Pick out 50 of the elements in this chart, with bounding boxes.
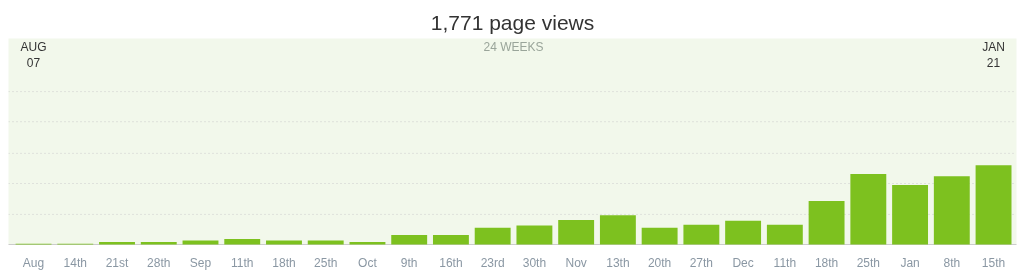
x-tick-label: Oct xyxy=(358,255,378,270)
bar xyxy=(307,240,344,245)
bar xyxy=(266,240,302,245)
bar xyxy=(850,173,887,245)
bar xyxy=(683,224,720,245)
x-tick-label: 21st xyxy=(105,255,130,270)
bar xyxy=(99,242,135,245)
x-tick-label: 8th xyxy=(943,255,961,270)
bar xyxy=(975,165,1012,245)
bar xyxy=(140,242,177,245)
x-tick-label: 27th xyxy=(689,255,714,270)
x-tick-label: Nov xyxy=(565,255,587,270)
x-tick-label: 11th xyxy=(773,255,797,270)
x-tick-label: 25th xyxy=(314,255,338,270)
x-tick-label: 14th xyxy=(63,255,87,270)
x-tick-label: Sep xyxy=(189,255,212,270)
x-tick-label: 18th xyxy=(814,255,839,270)
chart-title: 1,771 page views xyxy=(430,10,595,34)
bar xyxy=(641,227,678,245)
bar xyxy=(474,227,511,245)
x-tick-label: Aug xyxy=(22,255,45,270)
bar xyxy=(432,234,469,245)
x-tick-label: 16th xyxy=(439,255,463,270)
x-tick-label: 18th xyxy=(272,255,296,270)
text: 24 WEEKS xyxy=(483,39,544,54)
x-tick-label: 9th xyxy=(400,255,418,270)
bar xyxy=(766,224,803,245)
bar xyxy=(224,238,261,245)
bar xyxy=(516,225,553,245)
x-tick-label: 13th xyxy=(606,255,630,270)
bar xyxy=(558,219,595,245)
x-tick-label: 20th xyxy=(647,255,672,270)
bar xyxy=(725,220,762,245)
x-tick-label: Jan xyxy=(900,255,920,270)
bar xyxy=(933,176,970,245)
x-tick-label: 15th xyxy=(981,255,1006,270)
x-tick-label: 30th xyxy=(522,255,547,270)
bar xyxy=(391,234,428,245)
bar xyxy=(599,215,636,245)
x-tick-label: 25th xyxy=(856,255,881,270)
x-tick-label: 11th xyxy=(231,255,254,270)
text: JAN 21 xyxy=(982,39,1005,71)
text: AUG 07 xyxy=(20,39,47,71)
bar xyxy=(892,185,929,245)
x-tick-label: 23rd xyxy=(480,255,505,270)
x-tick-label: 28th xyxy=(147,255,171,270)
bar xyxy=(349,242,386,245)
bar xyxy=(808,200,845,245)
x-tick-label: Dec xyxy=(732,255,754,270)
bar xyxy=(182,240,219,245)
